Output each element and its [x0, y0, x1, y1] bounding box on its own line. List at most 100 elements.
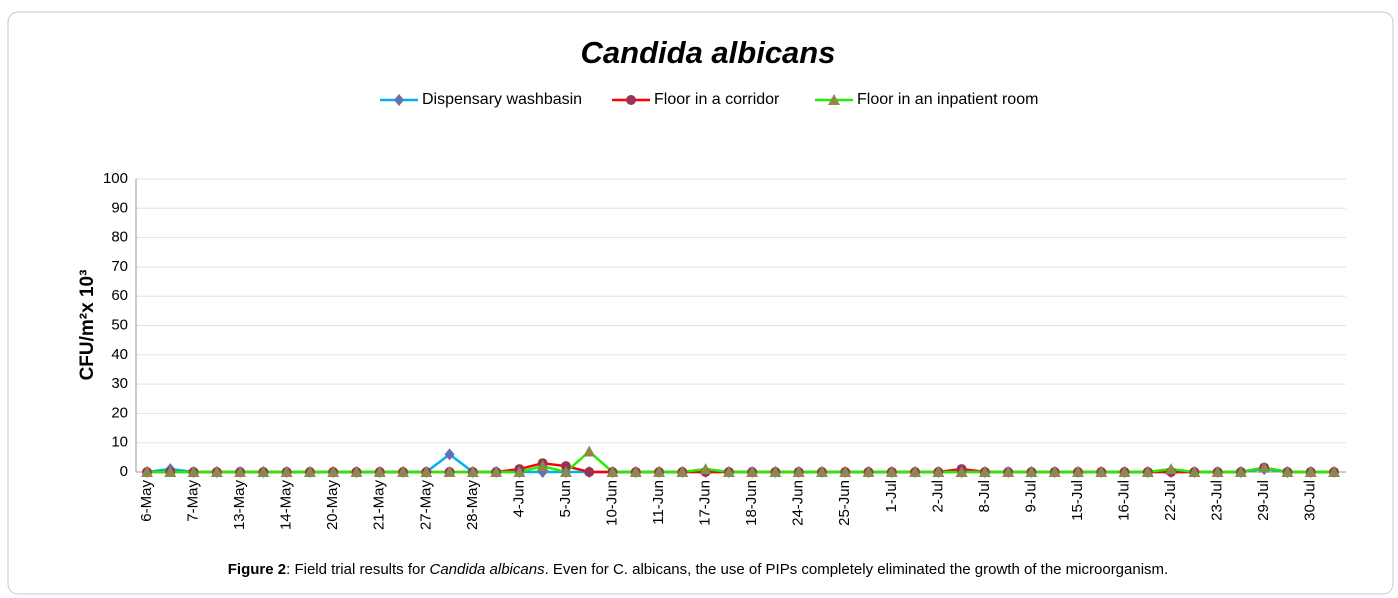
- x-tick-label: 11-Jun: [650, 480, 667, 525]
- legend-label: Floor in an inpatient room: [857, 91, 1038, 108]
- data-point: [606, 466, 619, 477]
- data-point: [792, 466, 805, 477]
- x-tick-label: 17-Jun: [697, 480, 714, 526]
- data-point: [978, 466, 991, 477]
- x-tick-label: 6-May: [138, 480, 155, 522]
- data-point: [280, 466, 293, 477]
- y-tick-label: 100: [103, 170, 128, 187]
- data-point: [1071, 466, 1084, 477]
- data-point: [1258, 461, 1271, 473]
- data-point: [1211, 466, 1224, 477]
- data-point: [373, 466, 386, 477]
- data-point: [466, 466, 479, 477]
- x-tick-label: 14-May: [278, 480, 295, 531]
- data-point: [350, 466, 363, 477]
- data-point: [584, 467, 595, 477]
- x-tick-label: 23-Jul: [1209, 480, 1226, 521]
- caption: Figure 2: Field trial results for Candid…: [228, 561, 1168, 578]
- x-tick-label: 7-May: [185, 480, 202, 522]
- x-tick-label: 16-Jul: [1115, 480, 1132, 521]
- data-point: [490, 466, 503, 477]
- data-point: [210, 466, 223, 477]
- data-point: [769, 466, 782, 477]
- data-point: [629, 466, 642, 477]
- x-tick-label: 21-May: [371, 480, 388, 531]
- data-point: [932, 466, 945, 477]
- data-point: [1188, 466, 1201, 477]
- data-point: [443, 466, 456, 477]
- data-point: [303, 466, 316, 477]
- data-point: [513, 466, 526, 477]
- data-point: [1281, 466, 1294, 477]
- legend-label: Dispensary washbasin: [422, 91, 582, 108]
- data-point: [164, 466, 177, 477]
- data-point: [583, 445, 596, 457]
- x-tick-label: 8-Jul: [976, 480, 993, 513]
- data-point: [885, 466, 898, 477]
- legend-marker: [626, 95, 636, 105]
- x-tick-label: 30-Jul: [1302, 480, 1319, 521]
- x-tick-label: 10-Jun: [603, 480, 620, 526]
- data-point: [839, 466, 852, 477]
- data-point: [955, 466, 968, 477]
- legend-label: Floor in a corridor: [654, 91, 780, 108]
- y-tick-label: 60: [111, 287, 128, 304]
- y-tick-label: 20: [111, 404, 128, 421]
- data-point: [1002, 466, 1015, 477]
- y-tick-label: 80: [111, 229, 128, 246]
- data-point: [397, 466, 410, 477]
- frame: [7, 11, 1394, 595]
- caption-text: . Even for C. albicans, the use of PIPs …: [545, 561, 1169, 578]
- y-tick-label: 0: [120, 463, 128, 480]
- y-tick-label: 90: [111, 199, 128, 216]
- x-tick-label: 13-May: [231, 480, 248, 531]
- x-tick-label: 25-Jun: [836, 480, 853, 526]
- series-line: [147, 449, 1334, 474]
- y-tick-label: 30: [111, 375, 128, 392]
- x-tick-label: 15-Jul: [1069, 480, 1086, 521]
- data-point: [187, 466, 200, 477]
- data-point: [722, 466, 735, 477]
- data-point: [1095, 466, 1108, 477]
- data-point: [862, 466, 875, 477]
- data-point: [1048, 466, 1061, 477]
- x-tick-label: 28-May: [464, 480, 481, 531]
- x-tick-label: 2-Jul: [929, 480, 946, 513]
- y-axis-label: CFU/m²x 10³: [77, 270, 98, 381]
- data-point: [1118, 466, 1131, 477]
- data-point: [444, 448, 455, 461]
- caption-label: Figure 2: [228, 561, 286, 578]
- x-tick-label: 5-Jun: [557, 480, 574, 518]
- y-tick-label: 50: [111, 316, 128, 333]
- data-point: [1304, 466, 1317, 477]
- legend-marker: [394, 94, 404, 106]
- series-line: [146, 452, 1334, 474]
- data-point: [1234, 466, 1247, 477]
- x-tick-label: 18-Jun: [743, 480, 760, 526]
- data-point: [676, 466, 689, 477]
- data-point: [559, 466, 572, 477]
- data-point: [699, 463, 712, 475]
- data-point: [1141, 466, 1154, 477]
- chart-title: Candida albicans: [581, 35, 836, 70]
- x-tick-label: 29-Jul: [1255, 480, 1272, 521]
- data-point: [234, 466, 247, 477]
- data-point: [653, 466, 666, 477]
- y-tick-label: 10: [111, 434, 128, 451]
- x-tick-label: 27-May: [417, 480, 434, 531]
- y-tick-label: 70: [111, 258, 128, 275]
- data-point: [420, 466, 433, 477]
- x-tick-label: 9-Jul: [1022, 480, 1039, 513]
- legend-marker: [828, 94, 840, 105]
- data-point: [536, 460, 549, 472]
- data-point: [746, 466, 759, 477]
- x-tick-label: 24-Jun: [790, 480, 807, 526]
- x-tick-label: 4-Jun: [510, 480, 527, 518]
- data-point: [1165, 463, 1178, 475]
- y-tick-label: 40: [111, 346, 128, 363]
- data-point: [815, 466, 828, 477]
- data-point: [257, 466, 270, 477]
- data-point: [141, 466, 153, 477]
